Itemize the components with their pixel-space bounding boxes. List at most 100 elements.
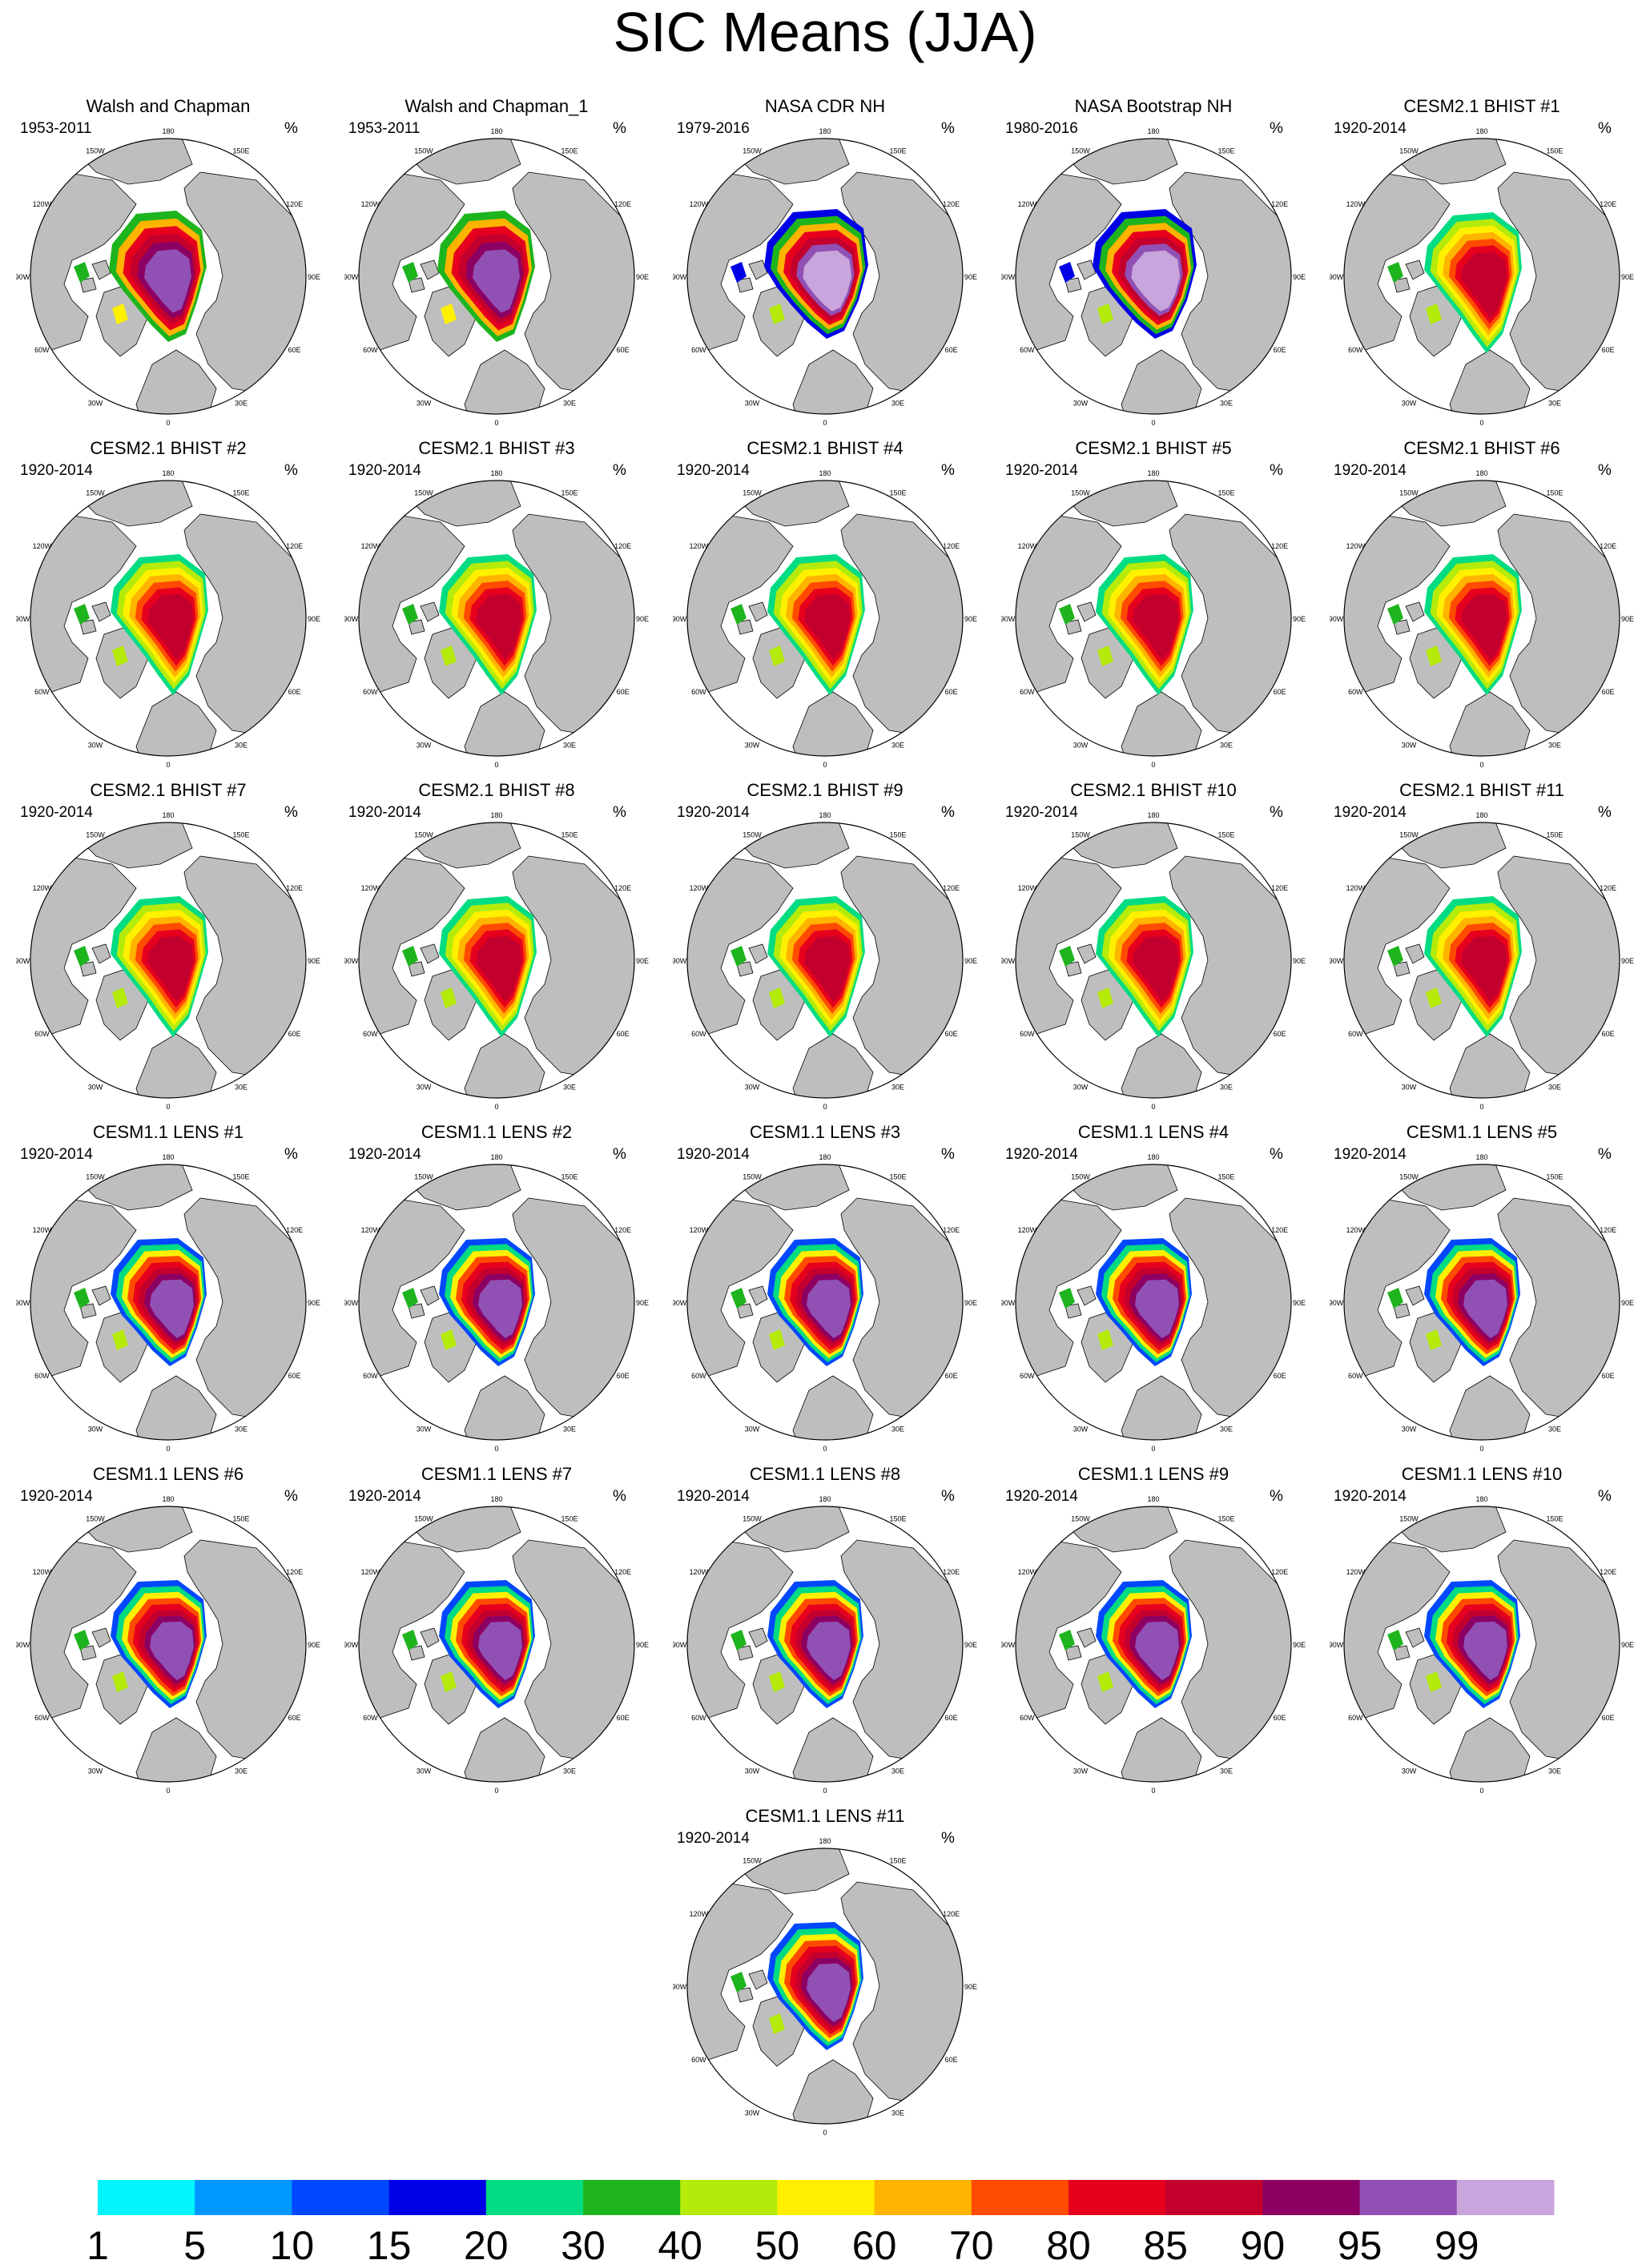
longitude-label: 180 [490,811,502,819]
longitude-label: 0 [1479,761,1483,769]
longitude-label: 150W [742,489,762,497]
panel-period: 1920-2014 [677,462,750,479]
longitude-label: 90W [1001,1641,1016,1649]
panel-period: 1920-2014 [20,1488,93,1505]
longitude-label: 60W [1020,688,1035,696]
longitude-label: 60E [288,688,301,696]
longitude-label: 60E [945,1714,958,1722]
sic-fringe-hudson [730,1630,747,1651]
longitude-label: 90E [1293,957,1306,965]
figure-title: SIC Means (JJA) [613,1,1037,63]
sic-contour-7 [807,1621,851,1680]
longitude-label: 150W [742,1514,762,1522]
sic-contour-6 [804,593,851,661]
longitude-label: 90W [1330,1299,1344,1307]
longitude-label: 90E [1293,1299,1306,1307]
longitude-label: 150W [414,489,433,497]
sic-contour-6 [1133,593,1179,661]
longitude-label: 150W [1071,830,1090,838]
sic-contour-6 [476,935,522,1003]
longitude-label: 150W [1399,1514,1419,1522]
longitude-label: 60W [691,346,706,354]
map-panel: NASA CDR NH 1979-2016% 180 150E 120E 90E 60E 30… [673,96,977,432]
panel-unit: % [613,804,626,821]
longitude-label: 150E [561,830,578,838]
panel-title: CESM1.1 LENS #11 [745,1806,905,1826]
longitude-label: 90W [16,1299,30,1307]
sic-contour-6 [804,935,851,1003]
longitude-label: 30E [1548,400,1561,408]
longitude-label: 0 [1479,1445,1483,1453]
longitude-label: 120E [286,200,303,208]
longitude-label: 150E [1217,489,1234,497]
longitude-label: 120E [943,1226,960,1234]
longitude-label: 150W [742,830,762,838]
longitude-label: 30E [1220,1426,1233,1434]
longitude-label: 120E [943,542,960,550]
colorbar-tick-label: 15 [366,2223,412,2268]
sic-fringe-baffin [1097,304,1113,324]
map-panel: CESM1.1 LENS #10 1920-2014% 180 150E 120E 90E… [1330,1464,1634,1800]
longitude-label: 150E [889,830,906,838]
colorbar-tick-label: 99 [1434,2223,1479,2268]
longitude-label: 60W [363,1714,378,1722]
longitude-label: 120E [1271,1226,1288,1234]
longitude-label: 60E [288,1714,301,1722]
longitude-label: 150W [414,147,433,155]
longitude-label: 90W [344,957,359,965]
longitude-label: 60E [1602,346,1615,354]
colorbar-tick-label: 40 [658,2223,702,2268]
longitude-label: 180 [819,1837,831,1845]
panel-title: CESM1.1 LENS #2 [421,1122,573,1142]
colorbar-tick-label: 5 [183,2223,207,2268]
panel-period: 1920-2014 [677,1488,750,1505]
sic-fringe-baffin [769,987,785,1008]
longitude-label: 120E [1600,884,1616,892]
longitude-label: 30W [1073,1426,1089,1434]
sic-fringe-baffin [1097,645,1113,666]
sic-fringe-hudson [730,1288,747,1309]
longitude-label: 90E [636,1299,649,1307]
longitude-label: 150W [86,1172,105,1180]
polar-map: 180 150E 120E 90E 60E 30E 0 30W 60W 90W 120W 150W [16,811,320,1111]
panel-unit: % [1598,462,1612,479]
longitude-label: 120E [614,884,631,892]
longitude-label: 120E [943,884,960,892]
longitude-label: 60E [945,1372,958,1380]
panel-period: 1920-2014 [348,462,421,479]
longitude-label: 90W [673,1641,687,1649]
longitude-label: 120W [1018,542,1037,550]
sic-fringe-hudson [402,946,418,967]
longitude-label: 90E [308,615,320,623]
longitude-label: 30E [891,1767,904,1775]
longitude-label: 120E [1600,200,1616,208]
panel-period: 1920-2014 [348,804,421,821]
longitude-label: 180 [162,1153,174,1161]
map-panel: CESM2.1 BHIST #6 1920-2014% 180 150E 120E 90E… [1330,438,1634,774]
longitude-label: 150W [742,147,762,155]
map-panel: NASA Bootstrap NH 1980-2016% 180 150E 120E 90… [1001,96,1306,432]
panel-period: 1920-2014 [677,1830,750,1847]
map-panel: CESM2.1 BHIST #5 1920-2014% 180 150E 120E 90E… [1001,438,1306,774]
longitude-label: 30W [1073,742,1089,750]
panel-period: 1920-2014 [1005,1146,1078,1163]
longitude-label: 60W [363,1372,378,1380]
longitude-label: 0 [494,1445,498,1453]
longitude-label: 90W [344,615,359,623]
longitude-label: 60E [945,1030,958,1038]
longitude-label: 0 [1479,419,1483,427]
panel-period: 1920-2014 [1005,804,1078,821]
colorbar-tick-label: 90 [1240,2223,1286,2268]
panel-title: CESM1.1 LENS #6 [92,1464,244,1484]
panel-unit: % [1598,1146,1612,1163]
longitude-label: 180 [1475,1153,1487,1161]
sic-contour-7 [478,1279,522,1338]
panel-period: 1980-2016 [1005,120,1078,137]
sic-fringe-hudson [1059,946,1075,967]
sic-contour-6 [1461,251,1507,319]
longitude-label: 150E [561,489,578,497]
longitude-label: 60E [617,1714,630,1722]
longitude-label: 30E [235,742,248,750]
longitude-label: 60W [691,1714,706,1722]
